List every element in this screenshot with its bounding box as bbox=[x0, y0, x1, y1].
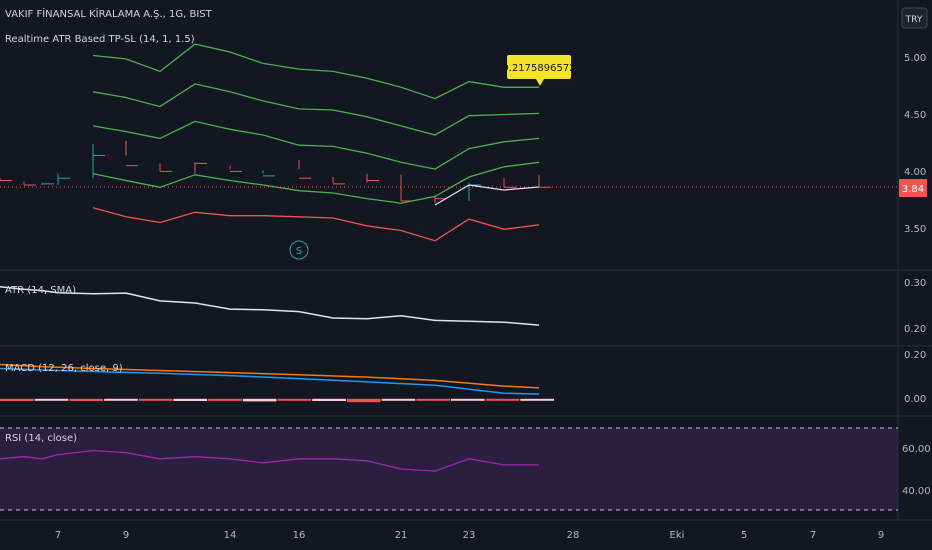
rsi-band-background bbox=[0, 428, 898, 510]
price-tick: 4.00 bbox=[904, 167, 926, 178]
tp-sl-line-3 bbox=[92, 161, 540, 204]
time-tick: 5 bbox=[741, 530, 747, 541]
time-tick: 28 bbox=[567, 530, 580, 541]
price-tick: 5.00 bbox=[904, 53, 926, 64]
macd-hist-bar bbox=[450, 398, 485, 401]
indicator-title[interactable]: Realtime ATR Based TP-SL (14, 1, 1.5) bbox=[5, 34, 195, 45]
time-tick: Eki bbox=[670, 530, 685, 541]
value-tooltip-text: 0.2175896572 bbox=[502, 63, 575, 74]
macd-hist-bar bbox=[173, 398, 208, 401]
time-tick: 16 bbox=[293, 530, 306, 541]
macd-hist-bar bbox=[34, 398, 69, 401]
tp-sl-line-0 bbox=[92, 43, 539, 100]
last-price-text: 3.84 bbox=[902, 184, 924, 195]
macd-hist-bar bbox=[69, 398, 104, 401]
macd-hist-bar bbox=[520, 398, 554, 401]
last-price-badge bbox=[899, 179, 927, 197]
atr-tick: 0.30 bbox=[904, 278, 926, 289]
currency-button[interactable] bbox=[901, 7, 928, 29]
macd-line bbox=[0, 367, 540, 395]
macd-hist-bar bbox=[242, 398, 277, 402]
value-tooltip bbox=[507, 55, 571, 79]
time-tick: 21 bbox=[395, 530, 408, 541]
rsi-tick: 40.00 bbox=[902, 486, 931, 497]
macd-title[interactable]: MACD (12, 26, close, 9) bbox=[5, 363, 123, 374]
macd-hist-bar bbox=[277, 398, 312, 401]
rsi-title[interactable]: RSI (14, close) bbox=[5, 433, 77, 444]
tp-sl-line-2 bbox=[92, 120, 540, 170]
currency-button-label: TRY bbox=[905, 15, 923, 25]
rsi-series bbox=[0, 449, 539, 472]
macd-tick: 0.20 bbox=[904, 350, 926, 361]
macd-histogram bbox=[0, 398, 554, 403]
price-tick: 4.50 bbox=[904, 110, 926, 121]
macd-hist-bar bbox=[416, 398, 450, 401]
atr-tick: 0.20 bbox=[904, 324, 926, 335]
time-tick: 14 bbox=[224, 530, 237, 541]
price-bars bbox=[0, 140, 551, 206]
time-tick: 9 bbox=[123, 530, 129, 541]
macd-hist-bar bbox=[485, 398, 520, 401]
tp-sl-lines bbox=[92, 43, 540, 242]
signal-marker-label: S bbox=[296, 246, 302, 257]
macd-hist-bar bbox=[0, 398, 34, 401]
time-tick: 7 bbox=[55, 530, 61, 541]
signal-marker[interactable] bbox=[289, 240, 309, 260]
macd-signal-line bbox=[0, 363, 540, 389]
value-tooltip-pointer bbox=[536, 79, 544, 86]
macd-hist-bar bbox=[346, 398, 381, 403]
price-tick: 3.50 bbox=[904, 224, 926, 235]
macd-hist-bar bbox=[312, 398, 346, 401]
macd-hist-bar bbox=[208, 398, 242, 401]
macd-series bbox=[0, 363, 540, 395]
atr-series bbox=[0, 285, 540, 326]
time-tick: 23 bbox=[463, 530, 476, 541]
rsi-tick: 60.00 bbox=[902, 444, 931, 455]
atr-line bbox=[0, 285, 540, 326]
time-tick: 9 bbox=[878, 530, 884, 541]
macd-hist-bar bbox=[138, 398, 173, 401]
tp-sl-line-4 bbox=[92, 207, 540, 242]
symbol-title[interactable]: VAKIF FİNANSAL KİRALAMA A.Ş., 1G, BIST bbox=[5, 7, 213, 20]
macd-hist-bar bbox=[104, 398, 138, 401]
close-line bbox=[434, 184, 540, 206]
atr-title[interactable]: ATR (14, SMA) bbox=[5, 285, 76, 296]
tp-sl-line-1 bbox=[92, 83, 540, 136]
rsi-line bbox=[0, 449, 539, 472]
macd-hist-bar bbox=[381, 398, 416, 401]
macd-tick: 0.00 bbox=[904, 394, 926, 405]
time-tick: 7 bbox=[810, 530, 816, 541]
